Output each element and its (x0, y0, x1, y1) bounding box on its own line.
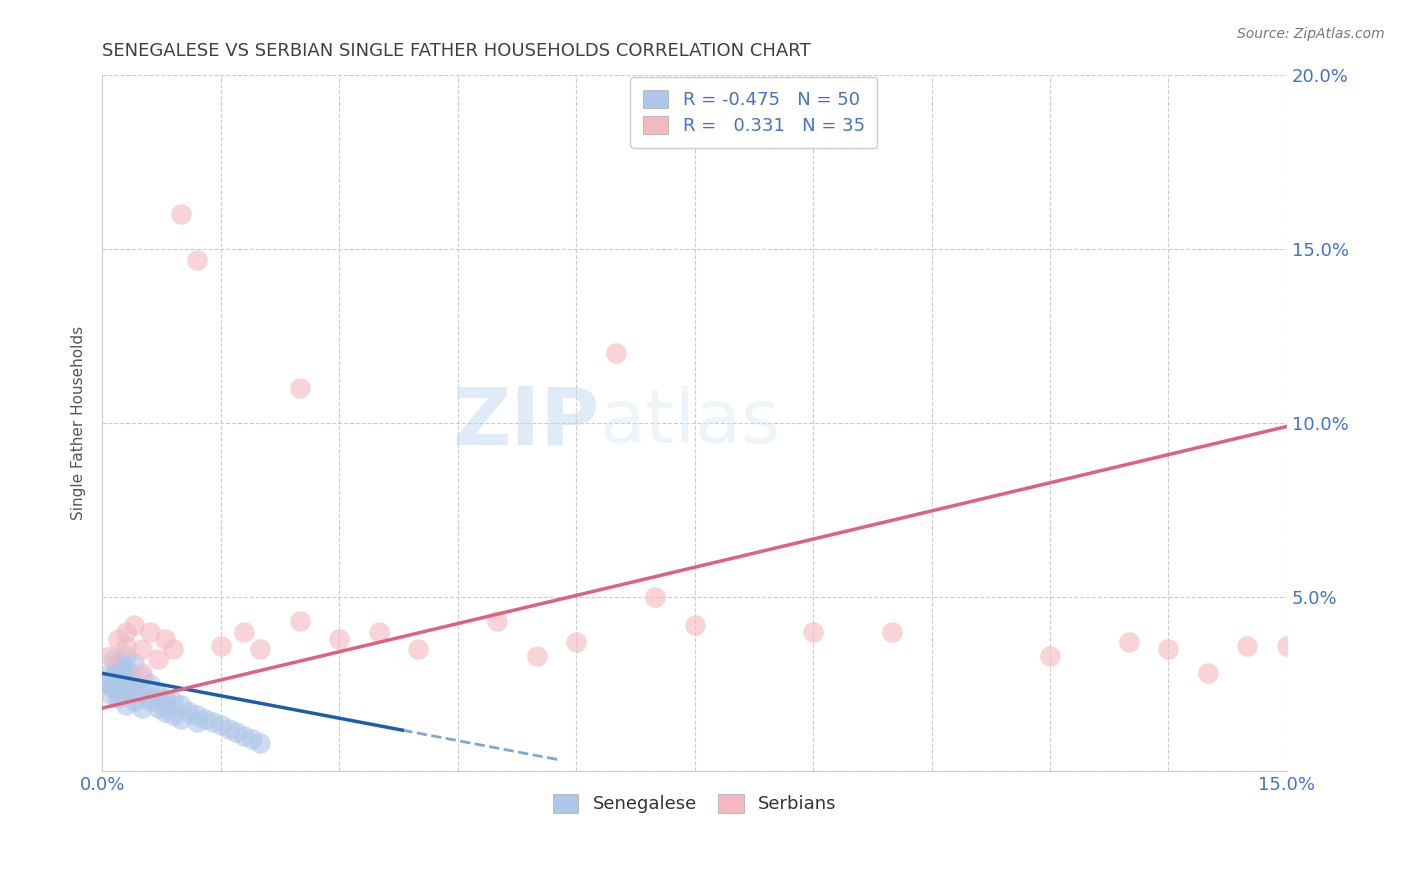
Point (115, 648, 138, 663)
Point (209, 718, 232, 732)
Point (406, 642, 429, 657)
Point (131, 666, 153, 681)
Point (225, 725, 247, 739)
Point (170, 207, 193, 221)
Point (170, 712, 193, 726)
Point (155, 698, 177, 712)
Point (367, 624, 389, 639)
Point (801, 624, 824, 639)
Point (1118, 635, 1140, 649)
Point (103, 652, 125, 666)
Point (249, 642, 271, 657)
Point (194, 712, 217, 726)
Point (328, 632, 350, 646)
Point (112, 666, 135, 681)
Point (107, 690, 129, 705)
Point (103, 680, 125, 694)
Text: atlas: atlas (600, 386, 780, 459)
Point (186, 252, 208, 267)
Point (1236, 639, 1258, 653)
Point (107, 670, 129, 684)
Point (138, 677, 160, 691)
Point (105, 663, 128, 677)
Point (97, 673, 120, 688)
Point (233, 624, 256, 639)
Point (115, 673, 138, 688)
Point (138, 690, 160, 705)
Point (249, 736, 271, 750)
Point (107, 656, 129, 670)
Point (100, 680, 122, 694)
Point (115, 624, 138, 639)
Point (1157, 642, 1180, 657)
Point (131, 701, 153, 715)
Point (115, 639, 138, 653)
Point (880, 624, 903, 639)
Legend: Senegalese, Serbians: Senegalese, Serbians (541, 783, 848, 824)
Point (146, 687, 169, 701)
Point (131, 642, 153, 657)
Point (98, 666, 121, 681)
Point (155, 690, 177, 705)
Point (98, 687, 121, 701)
Point (162, 642, 184, 657)
Point (486, 614, 509, 628)
Point (1039, 648, 1062, 663)
Point (111, 659, 134, 673)
Point (201, 714, 224, 729)
Point (146, 652, 169, 666)
Point (288, 381, 311, 395)
Point (98, 648, 121, 663)
Point (233, 729, 256, 743)
Text: SENEGALESE VS SERBIAN SINGLE FATHER HOUSEHOLDS CORRELATION CHART: SENEGALESE VS SERBIAN SINGLE FATHER HOUS… (103, 42, 811, 60)
Point (138, 694, 160, 708)
Point (122, 656, 145, 670)
Point (118, 666, 141, 681)
Point (526, 648, 548, 663)
Point (115, 698, 138, 712)
Point (155, 705, 177, 719)
Point (209, 639, 232, 653)
Point (131, 683, 153, 698)
Point (240, 732, 263, 747)
Point (122, 677, 145, 691)
Point (605, 346, 627, 360)
Point (218, 722, 240, 736)
Point (108, 687, 131, 701)
Point (118, 677, 141, 691)
Point (186, 708, 208, 723)
Point (1197, 666, 1219, 681)
Point (1275, 639, 1298, 653)
Point (186, 714, 208, 729)
Point (131, 670, 153, 684)
Point (162, 694, 184, 708)
Point (683, 617, 706, 632)
Point (127, 683, 149, 698)
Point (115, 683, 138, 698)
Point (644, 590, 666, 604)
Point (146, 701, 169, 715)
Point (162, 708, 184, 723)
Text: ZIP: ZIP (453, 384, 600, 462)
Point (107, 632, 129, 646)
Y-axis label: Single Father Households: Single Father Households (72, 326, 86, 520)
Point (138, 624, 160, 639)
Point (122, 617, 145, 632)
Text: Source: ZipAtlas.com: Source: ZipAtlas.com (1237, 27, 1385, 41)
Point (177, 705, 200, 719)
Point (155, 632, 177, 646)
Point (565, 635, 588, 649)
Point (96, 677, 118, 691)
Point (170, 698, 193, 712)
Point (122, 694, 145, 708)
Point (288, 614, 311, 628)
